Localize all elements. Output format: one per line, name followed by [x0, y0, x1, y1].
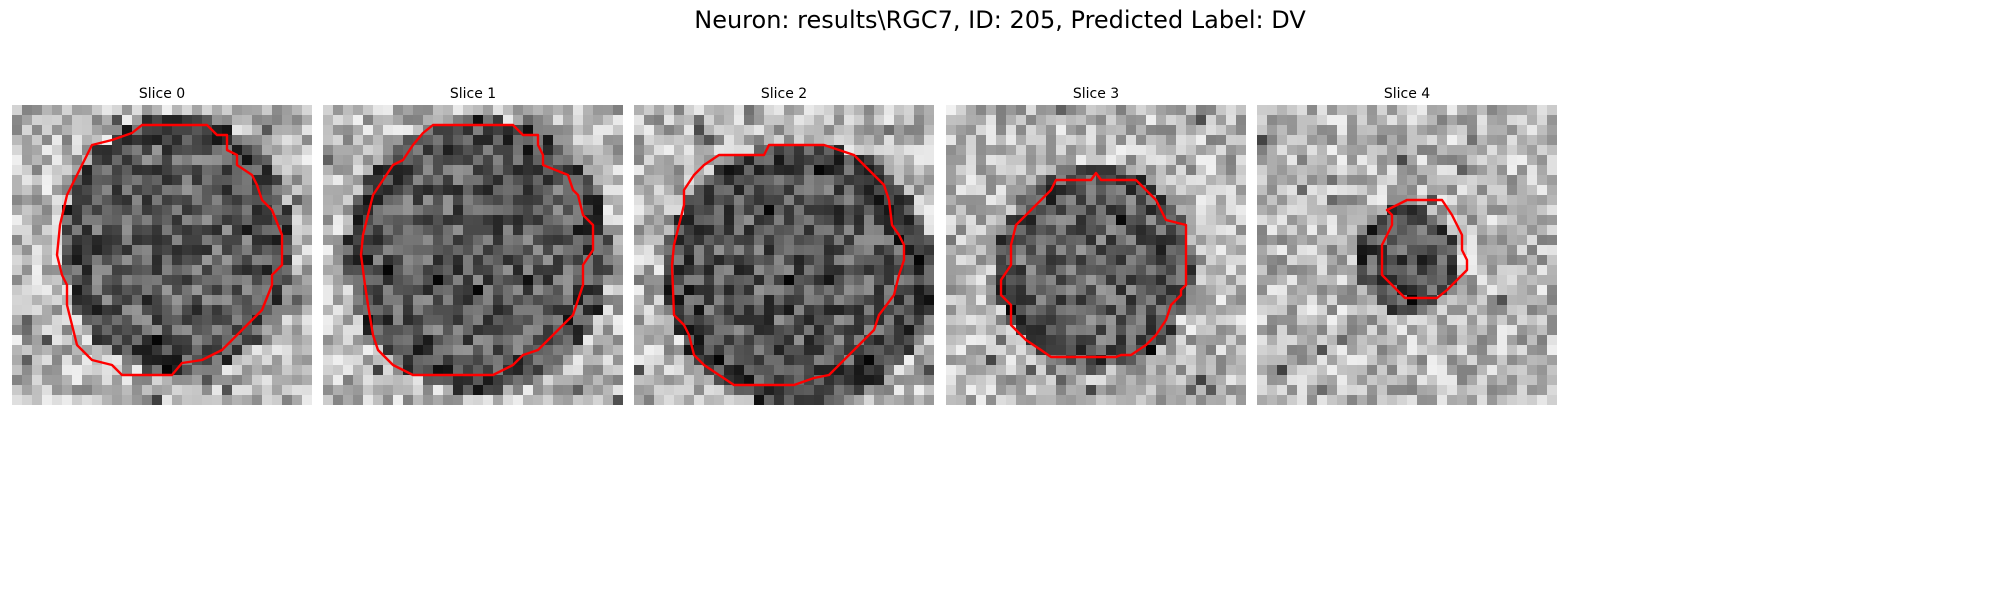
slice-panel-1	[323, 105, 623, 405]
slice-image-1	[323, 105, 623, 405]
figure-title: Neuron: results\RGC7, ID: 205, Predicted…	[694, 6, 1306, 34]
pixel-grid-2	[634, 105, 934, 405]
contour-outline-2	[670, 143, 906, 387]
slice-panel-4	[1257, 105, 1557, 405]
slice-panel-3	[946, 105, 1246, 405]
slice-image-0	[12, 105, 312, 405]
slice-title-0: Slice 0	[138, 86, 186, 102]
pixel-grid-3	[946, 105, 1246, 405]
slice-panel-0	[12, 105, 312, 405]
slice-image-4	[1257, 105, 1557, 405]
slice-title-2: Slice 2	[760, 86, 808, 102]
pixel-grid-4	[1257, 105, 1557, 405]
slice-title-4: Slice 4	[1383, 86, 1431, 102]
pixel-grid-1	[323, 105, 623, 405]
contour-outline-4	[1380, 198, 1469, 300]
contour-outline-1	[359, 123, 595, 377]
slice-panel-2	[634, 105, 934, 405]
slice-image-2	[634, 105, 934, 405]
contour-outline-3	[999, 171, 1188, 359]
slice-image-3	[946, 105, 1246, 405]
contour-outline-0	[55, 123, 284, 377]
pixel-grid-0	[12, 105, 312, 405]
slice-title-1: Slice 1	[449, 86, 497, 102]
slice-title-3: Slice 3	[1072, 86, 1120, 102]
